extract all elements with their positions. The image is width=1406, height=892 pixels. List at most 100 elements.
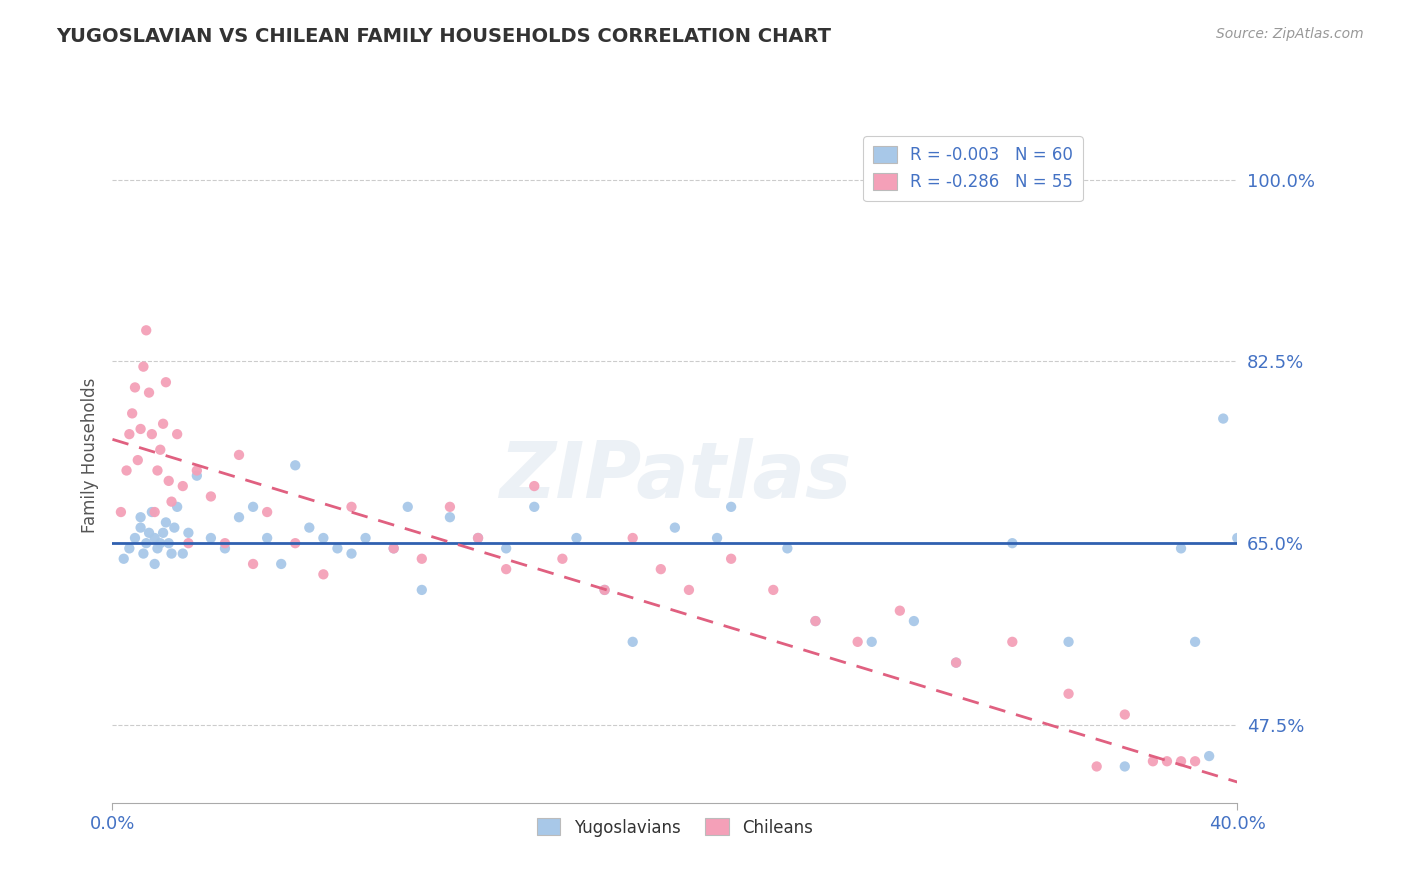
- Point: [411, 582, 433, 597]
- Point: [495, 541, 517, 556]
- Point: [256, 505, 278, 519]
- Point: [228, 448, 250, 462]
- Point: [124, 380, 146, 394]
- Point: [945, 656, 967, 670]
- Point: [382, 541, 405, 556]
- Point: [439, 500, 461, 514]
- Point: [157, 536, 180, 550]
- Point: [155, 376, 177, 390]
- Point: [172, 547, 194, 561]
- Text: Source: ZipAtlas.com: Source: ZipAtlas.com: [1216, 27, 1364, 41]
- Point: [143, 531, 166, 545]
- Point: [284, 536, 307, 550]
- Point: [200, 531, 222, 545]
- Point: [396, 500, 419, 514]
- Point: [172, 479, 194, 493]
- Point: [127, 453, 149, 467]
- Point: [1001, 536, 1024, 550]
- Point: [152, 417, 174, 431]
- Point: [129, 520, 152, 534]
- Point: [650, 562, 672, 576]
- Point: [284, 458, 307, 473]
- Point: [411, 551, 433, 566]
- Point: [141, 505, 163, 519]
- Point: [1114, 759, 1136, 773]
- Point: [312, 531, 335, 545]
- Point: [186, 463, 208, 477]
- Point: [762, 582, 785, 597]
- Y-axis label: Family Households: Family Households: [80, 377, 98, 533]
- Point: [1057, 687, 1080, 701]
- Point: [138, 525, 160, 540]
- Point: [593, 582, 616, 597]
- Point: [146, 541, 169, 556]
- Point: [312, 567, 335, 582]
- Point: [163, 520, 186, 534]
- Point: [112, 551, 135, 566]
- Point: [664, 520, 686, 534]
- Point: [621, 531, 644, 545]
- Point: [1226, 531, 1249, 545]
- Point: [121, 406, 143, 420]
- Point: [132, 359, 155, 374]
- Point: [118, 541, 141, 556]
- Point: [298, 520, 321, 534]
- Point: [141, 427, 163, 442]
- Point: [118, 427, 141, 442]
- Point: [124, 531, 146, 545]
- Point: [129, 422, 152, 436]
- Point: [340, 500, 363, 514]
- Point: [340, 547, 363, 561]
- Point: [804, 614, 827, 628]
- Point: [186, 468, 208, 483]
- Point: [1057, 635, 1080, 649]
- Point: [804, 614, 827, 628]
- Point: [1170, 541, 1192, 556]
- Point: [1142, 754, 1164, 768]
- Point: [129, 510, 152, 524]
- Point: [270, 557, 292, 571]
- Point: [143, 557, 166, 571]
- Point: [1170, 754, 1192, 768]
- Point: [889, 604, 911, 618]
- Point: [523, 500, 546, 514]
- Point: [1114, 707, 1136, 722]
- Point: [706, 531, 728, 545]
- Point: [155, 516, 177, 530]
- Point: [565, 531, 588, 545]
- Point: [945, 656, 967, 670]
- Point: [135, 323, 157, 337]
- Point: [621, 635, 644, 649]
- Point: [1001, 635, 1024, 649]
- Point: [214, 536, 236, 550]
- Point: [152, 525, 174, 540]
- Point: [149, 536, 172, 550]
- Point: [200, 490, 222, 504]
- Point: [495, 562, 517, 576]
- Point: [138, 385, 160, 400]
- Point: [166, 500, 188, 514]
- Text: ZIPatlas: ZIPatlas: [499, 438, 851, 514]
- Point: [157, 474, 180, 488]
- Point: [160, 547, 183, 561]
- Point: [903, 614, 925, 628]
- Point: [1184, 754, 1206, 768]
- Point: [678, 582, 700, 597]
- Point: [720, 551, 742, 566]
- Point: [149, 442, 172, 457]
- Point: [143, 505, 166, 519]
- Point: [1156, 754, 1178, 768]
- Point: [115, 463, 138, 477]
- Point: [110, 505, 132, 519]
- Point: [439, 510, 461, 524]
- Point: [177, 525, 200, 540]
- Point: [132, 547, 155, 561]
- Point: [256, 531, 278, 545]
- Point: [135, 536, 157, 550]
- Point: [242, 500, 264, 514]
- Point: [467, 531, 489, 545]
- Point: [242, 557, 264, 571]
- Point: [166, 427, 188, 442]
- Point: [160, 494, 183, 508]
- Point: [846, 635, 869, 649]
